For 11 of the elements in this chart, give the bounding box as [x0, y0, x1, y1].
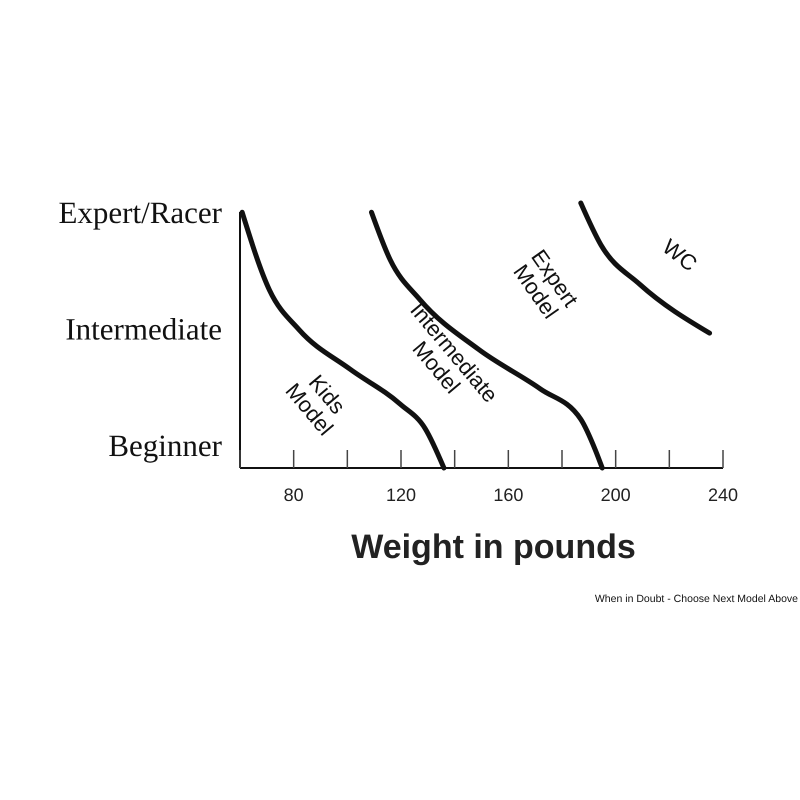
- x-tick-label: 160: [493, 485, 524, 505]
- x-tick-label: 200: [600, 485, 631, 505]
- x-axis-title: Weight in pounds: [351, 528, 636, 566]
- text: When in Doubt - Choose Next Model Above: [594, 593, 798, 605]
- x-tick-label: 240: [708, 485, 738, 505]
- x-tick-label: 120: [386, 485, 416, 505]
- category-label: Intermediate: [65, 311, 222, 346]
- category-label: Expert/Racer: [58, 194, 222, 230]
- annotation: WC: [658, 234, 702, 276]
- category-label: Beginner: [108, 428, 222, 463]
- x-tick-label: 80: [284, 485, 304, 505]
